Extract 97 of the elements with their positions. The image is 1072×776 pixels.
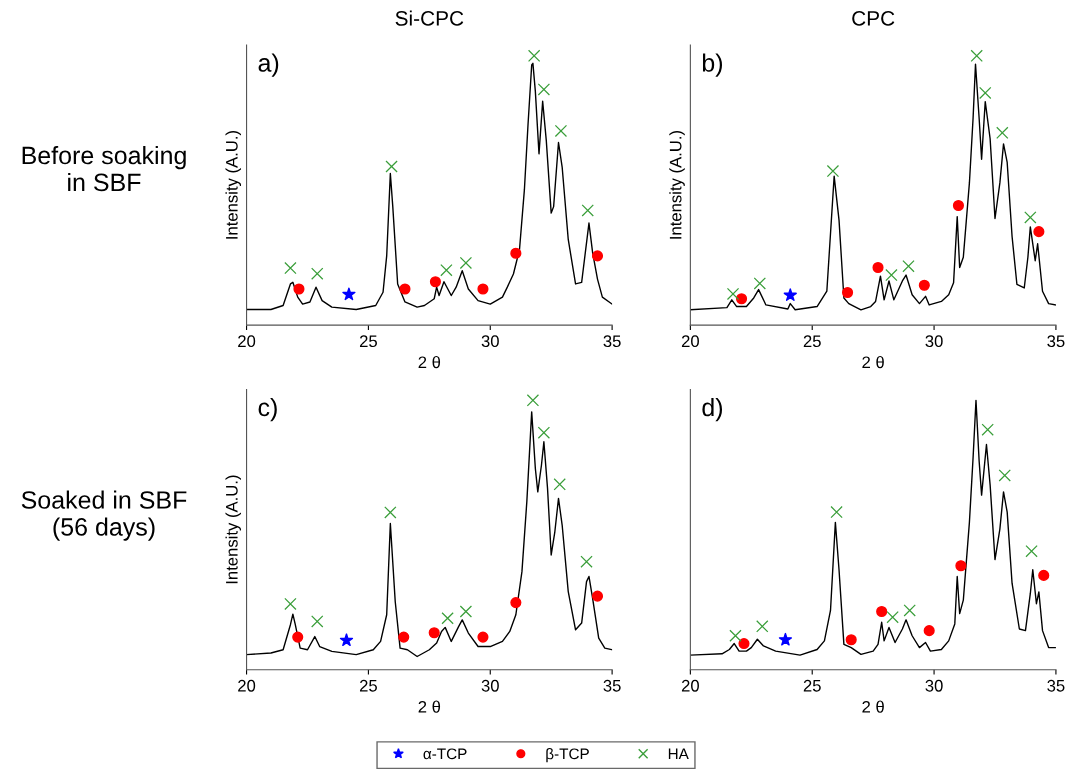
point [981,423,994,436]
chart-title: CPC [852,11,895,26]
x-tick-label: 35 [1047,679,1065,692]
point [554,124,568,138]
point [428,627,440,639]
point [952,199,964,212]
x-tick-label: 30 [481,679,499,692]
point [284,597,297,611]
point [872,261,884,274]
point [923,625,935,637]
point [293,283,305,295]
point [753,277,767,290]
point [292,631,304,643]
x-tick-label: 30 [925,335,943,348]
x-tick-label: 35 [603,679,621,692]
point [339,633,354,647]
point [553,478,566,491]
annotation: a) [258,53,279,77]
point [902,259,915,273]
point [526,394,540,407]
point [1025,544,1038,558]
x-tick-label: 20 [681,335,699,348]
point [1024,211,1037,224]
point [735,293,748,305]
point [311,615,324,628]
point [729,629,742,642]
point [429,276,441,288]
x-tick-label: 35 [603,335,621,348]
point [581,204,594,217]
point [284,261,297,275]
x-axis-title: 2 θ [862,700,884,713]
point [996,126,1009,140]
x-tick-label: 25 [803,335,821,348]
annotation: d) [702,397,723,422]
point [384,506,397,519]
point [527,49,541,62]
point [440,264,453,277]
point [955,560,967,572]
point [477,283,489,295]
point [979,86,992,100]
x-tick-label: 20 [681,679,699,692]
point [845,634,857,646]
point [918,279,930,291]
point [998,469,1011,482]
x-tick-label: 30 [925,679,943,692]
annotation: c) [258,397,277,422]
text: Soaked in SBF (56 days) [21,490,187,541]
point [311,267,324,280]
point [830,505,843,519]
point [726,287,740,301]
point [1038,569,1050,581]
x-axis-title: 2 θ [418,355,441,369]
chart-title: Si-CPC [395,10,464,26]
x-tick-label: 30 [481,335,499,348]
point [886,610,899,624]
x-tick-label: 20 [238,679,256,692]
point [399,283,411,295]
point [510,597,522,609]
legend-label: HA [668,748,689,760]
y-axis-title: Intensity (A.U.) [225,475,241,584]
point [441,612,454,625]
point [537,426,551,439]
point [580,555,593,568]
point [510,247,522,259]
y-axis-title: Intensity (A.U.) [669,131,685,239]
point [738,638,750,650]
annotation: b) [702,53,723,77]
point [591,250,604,262]
x-tick-label: 25 [359,679,377,692]
x-tick-label: 25 [803,679,821,692]
legend-label: α-TCP [423,748,467,760]
point [342,287,356,301]
x-axis-title: 2 θ [862,355,884,369]
point [398,631,410,643]
point [1033,226,1045,238]
text: Before soaking in SBF [22,145,186,192]
point [537,83,551,96]
y-axis-title: Intensity (A.U.) [225,131,241,239]
point [970,49,983,62]
point [876,605,888,618]
point [459,605,473,618]
point [459,256,473,270]
legend-label: β-TCP [546,748,589,763]
x-tick-label: 25 [359,335,377,348]
x-tick-label: 35 [1047,335,1065,348]
point [783,288,797,301]
point [591,590,604,602]
x-tick-label: 20 [238,335,256,348]
point [841,286,854,299]
point [385,160,398,173]
point [477,631,489,643]
point [885,268,898,282]
x-axis-title: 2 θ [418,700,441,713]
point [778,632,793,646]
point [756,620,769,633]
point [903,604,916,617]
point [826,164,840,178]
